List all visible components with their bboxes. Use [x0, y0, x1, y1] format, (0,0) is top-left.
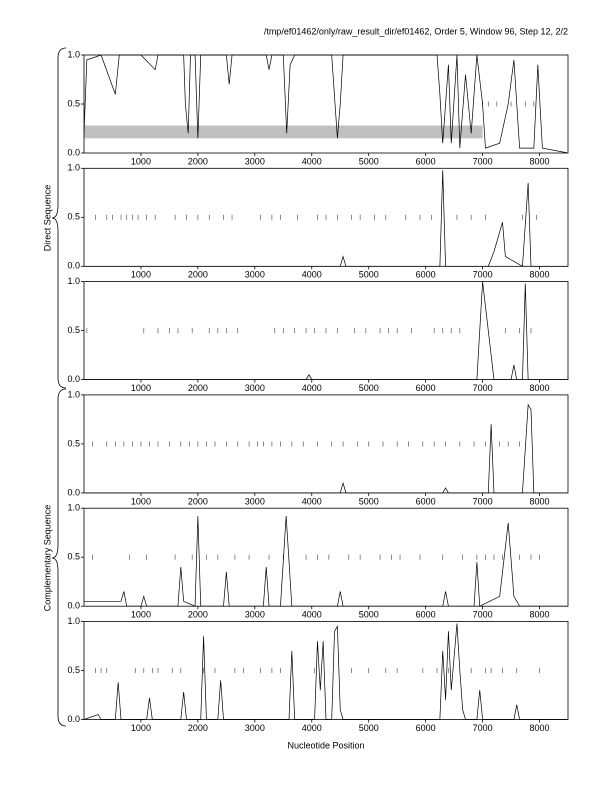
x-tick-label: 4000 — [302, 270, 322, 280]
x-tick-label: 5000 — [359, 270, 379, 280]
x-tick-label: 2000 — [188, 723, 208, 733]
x-tick-label: 8000 — [530, 270, 550, 280]
x-tick-label: 6000 — [416, 156, 436, 166]
x-tick-label: 6000 — [416, 723, 436, 733]
x-tick-label: 2000 — [188, 270, 208, 280]
x-tick-label: 4000 — [302, 496, 322, 506]
y-tick-label: 0.5 — [67, 552, 80, 562]
x-tick-label: 1000 — [131, 610, 151, 620]
brace — [51, 47, 67, 389]
x-tick-label: 5000 — [359, 723, 379, 733]
y-tick-label: 0.0 — [67, 601, 80, 611]
x-tick-label: 4000 — [302, 383, 322, 393]
x-tick-label: 7000 — [473, 383, 493, 393]
x-tick-label: 6000 — [416, 270, 436, 280]
y-tick-label: 0.5 — [67, 212, 80, 222]
coding-potential-line — [84, 281, 568, 380]
y-tick-label: 0.0 — [67, 487, 80, 497]
highlight-band — [84, 125, 483, 139]
chart-title: /tmp/ef01462/only/raw_result_dir/ef01462… — [264, 26, 568, 36]
plot-frame — [83, 621, 569, 720]
x-tick-label: 4000 — [302, 156, 322, 166]
coding-potential-line — [84, 403, 568, 494]
y-tick-label: 0.0 — [67, 147, 80, 157]
plot-frame — [83, 394, 569, 494]
x-tick-label: 6000 — [416, 383, 436, 393]
x-tick-label: 8000 — [530, 610, 550, 620]
x-tick-label: 3000 — [245, 723, 265, 733]
x-tick-label: 2000 — [188, 156, 208, 166]
x-tick-label: 4000 — [302, 723, 322, 733]
x-tick-label: 2000 — [188, 383, 208, 393]
x-tick-label: 7000 — [473, 496, 493, 506]
y-tick-label: 1.0 — [67, 616, 80, 626]
x-axis-label: Nucleotide Position — [287, 740, 364, 750]
x-tick-label: 5000 — [359, 383, 379, 393]
x-tick-label: 4000 — [302, 610, 322, 620]
x-tick-label: 1000 — [131, 156, 151, 166]
x-tick-label: 8000 — [530, 723, 550, 733]
x-tick-label: 8000 — [530, 496, 550, 506]
y-tick-label: 0.0 — [67, 714, 80, 724]
y-tick-label: 0.0 — [67, 261, 80, 271]
y-tick-label: 1.0 — [67, 503, 80, 513]
y-tick-label: 1.0 — [67, 163, 80, 173]
x-tick-label: 1000 — [131, 496, 151, 506]
x-tick-label: 3000 — [245, 270, 265, 280]
x-tick-label: 5000 — [359, 496, 379, 506]
x-tick-label: 7000 — [473, 156, 493, 166]
y-tick-label: 0.5 — [67, 665, 80, 675]
coding-potential-line — [83, 54, 569, 154]
x-tick-label: 2000 — [188, 610, 208, 620]
brace — [51, 388, 67, 727]
x-tick-label: 8000 — [530, 156, 550, 166]
group-label: Complementary Sequence — [42, 505, 52, 612]
x-tick-label: 5000 — [359, 610, 379, 620]
x-tick-label: 6000 — [416, 610, 436, 620]
x-tick-label: 3000 — [245, 496, 265, 506]
x-tick-label: 7000 — [473, 610, 493, 620]
x-tick-label: 7000 — [473, 723, 493, 733]
x-tick-label: 8000 — [530, 383, 550, 393]
y-tick-label: 0.5 — [67, 438, 80, 448]
x-tick-label: 7000 — [473, 270, 493, 280]
plot-frame — [83, 507, 569, 607]
x-tick-label: 1000 — [131, 270, 151, 280]
x-tick-label: 3000 — [245, 383, 265, 393]
y-tick-label: 0.5 — [67, 325, 80, 335]
x-tick-label: 5000 — [359, 156, 379, 166]
coding-potential-line — [83, 623, 568, 720]
group-label: Direct Sequence — [42, 185, 52, 252]
x-tick-label: 1000 — [131, 383, 151, 393]
x-tick-label: 6000 — [416, 496, 436, 506]
x-tick-label: 3000 — [245, 156, 265, 166]
y-tick-label: 1.0 — [67, 276, 80, 286]
y-tick-label: 0.0 — [67, 374, 80, 384]
coding-potential-line — [84, 170, 568, 267]
x-tick-label: 3000 — [245, 610, 265, 620]
y-tick-label: 1.0 — [67, 389, 80, 399]
coding-potential-line — [84, 516, 568, 607]
y-tick-label: 0.5 — [67, 98, 80, 108]
y-tick-label: 1.0 — [67, 49, 80, 59]
x-tick-label: 2000 — [188, 496, 208, 506]
x-tick-label: 1000 — [131, 723, 151, 733]
